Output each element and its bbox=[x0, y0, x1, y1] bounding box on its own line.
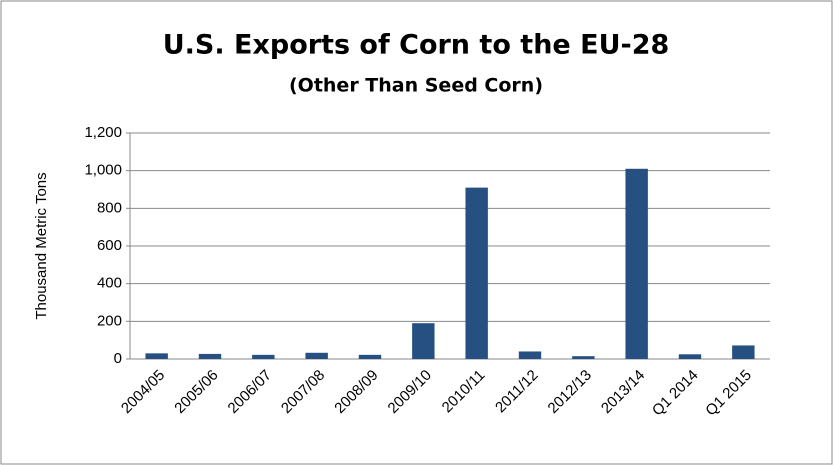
y-tick-label: 1,200 bbox=[84, 124, 122, 141]
y-tick-label: 600 bbox=[97, 237, 122, 254]
y-tick-label: 400 bbox=[97, 275, 122, 292]
y-tick-label: 200 bbox=[97, 312, 122, 329]
bar bbox=[732, 345, 755, 359]
bar bbox=[518, 351, 542, 359]
bar bbox=[465, 187, 488, 359]
bar bbox=[678, 354, 702, 359]
y-tick-label: 0 bbox=[114, 350, 122, 367]
y-tick-label: 1,000 bbox=[84, 162, 122, 179]
bar bbox=[412, 323, 435, 359]
bar bbox=[252, 354, 275, 359]
bar bbox=[305, 352, 328, 359]
chart-subtitle: (Other Than Seed Corn) bbox=[289, 75, 543, 97]
chart-title: U.S. Exports of Corn to the EU-28 bbox=[163, 30, 670, 61]
bar bbox=[358, 354, 382, 359]
y-axis-label: Thousand Metric Tons bbox=[33, 172, 50, 319]
bar bbox=[198, 353, 222, 359]
bar bbox=[625, 168, 648, 359]
y-tick-label: 800 bbox=[97, 199, 122, 216]
bar bbox=[572, 356, 595, 359]
bar bbox=[145, 353, 168, 359]
